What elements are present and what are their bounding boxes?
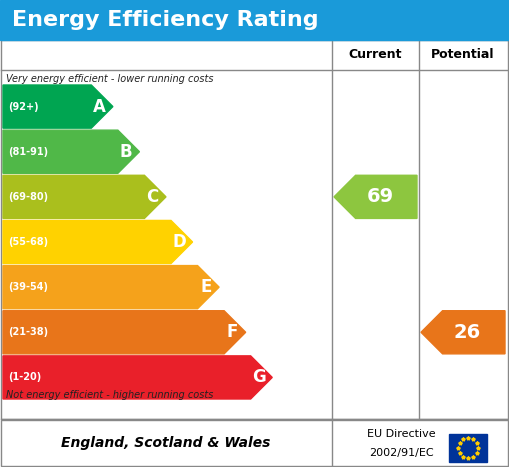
Polygon shape [3, 356, 272, 399]
Text: C: C [147, 188, 159, 206]
Text: 2002/91/EC: 2002/91/EC [369, 447, 434, 458]
Polygon shape [3, 220, 192, 263]
Text: (1-20): (1-20) [8, 372, 41, 382]
Text: Very energy efficient - lower running costs: Very energy efficient - lower running co… [6, 74, 213, 84]
Text: B: B [120, 143, 132, 161]
Text: (81-91): (81-91) [8, 147, 48, 157]
Text: G: G [252, 368, 266, 386]
Text: Not energy efficient - higher running costs: Not energy efficient - higher running co… [6, 390, 213, 400]
Text: (69-80): (69-80) [8, 192, 48, 202]
Polygon shape [3, 311, 246, 354]
Text: D: D [173, 233, 186, 251]
Bar [0, 0, 509, 40]
Text: A: A [93, 98, 106, 115]
Polygon shape [334, 175, 417, 219]
Text: (55-68): (55-68) [8, 237, 48, 247]
Text: 26: 26 [454, 323, 481, 342]
Polygon shape [3, 175, 166, 219]
Polygon shape [421, 311, 505, 354]
Text: (92+): (92+) [8, 101, 39, 112]
Text: Current: Current [349, 49, 402, 62]
Bar [1, 420, 508, 466]
Text: Energy Efficiency Rating: Energy Efficiency Rating [12, 10, 319, 30]
Polygon shape [3, 85, 113, 128]
Bar [1, 40, 508, 419]
Text: EU Directive: EU Directive [367, 429, 436, 439]
Text: 69: 69 [366, 187, 393, 206]
Text: E: E [200, 278, 211, 296]
Polygon shape [3, 130, 139, 173]
Text: England, Scotland & Wales: England, Scotland & Wales [61, 436, 271, 450]
Text: Potential: Potential [431, 49, 495, 62]
Text: (39-54): (39-54) [8, 282, 48, 292]
Text: F: F [227, 323, 238, 341]
Polygon shape [3, 266, 219, 309]
Text: (21-38): (21-38) [8, 327, 48, 337]
Bar [449, 434, 488, 462]
